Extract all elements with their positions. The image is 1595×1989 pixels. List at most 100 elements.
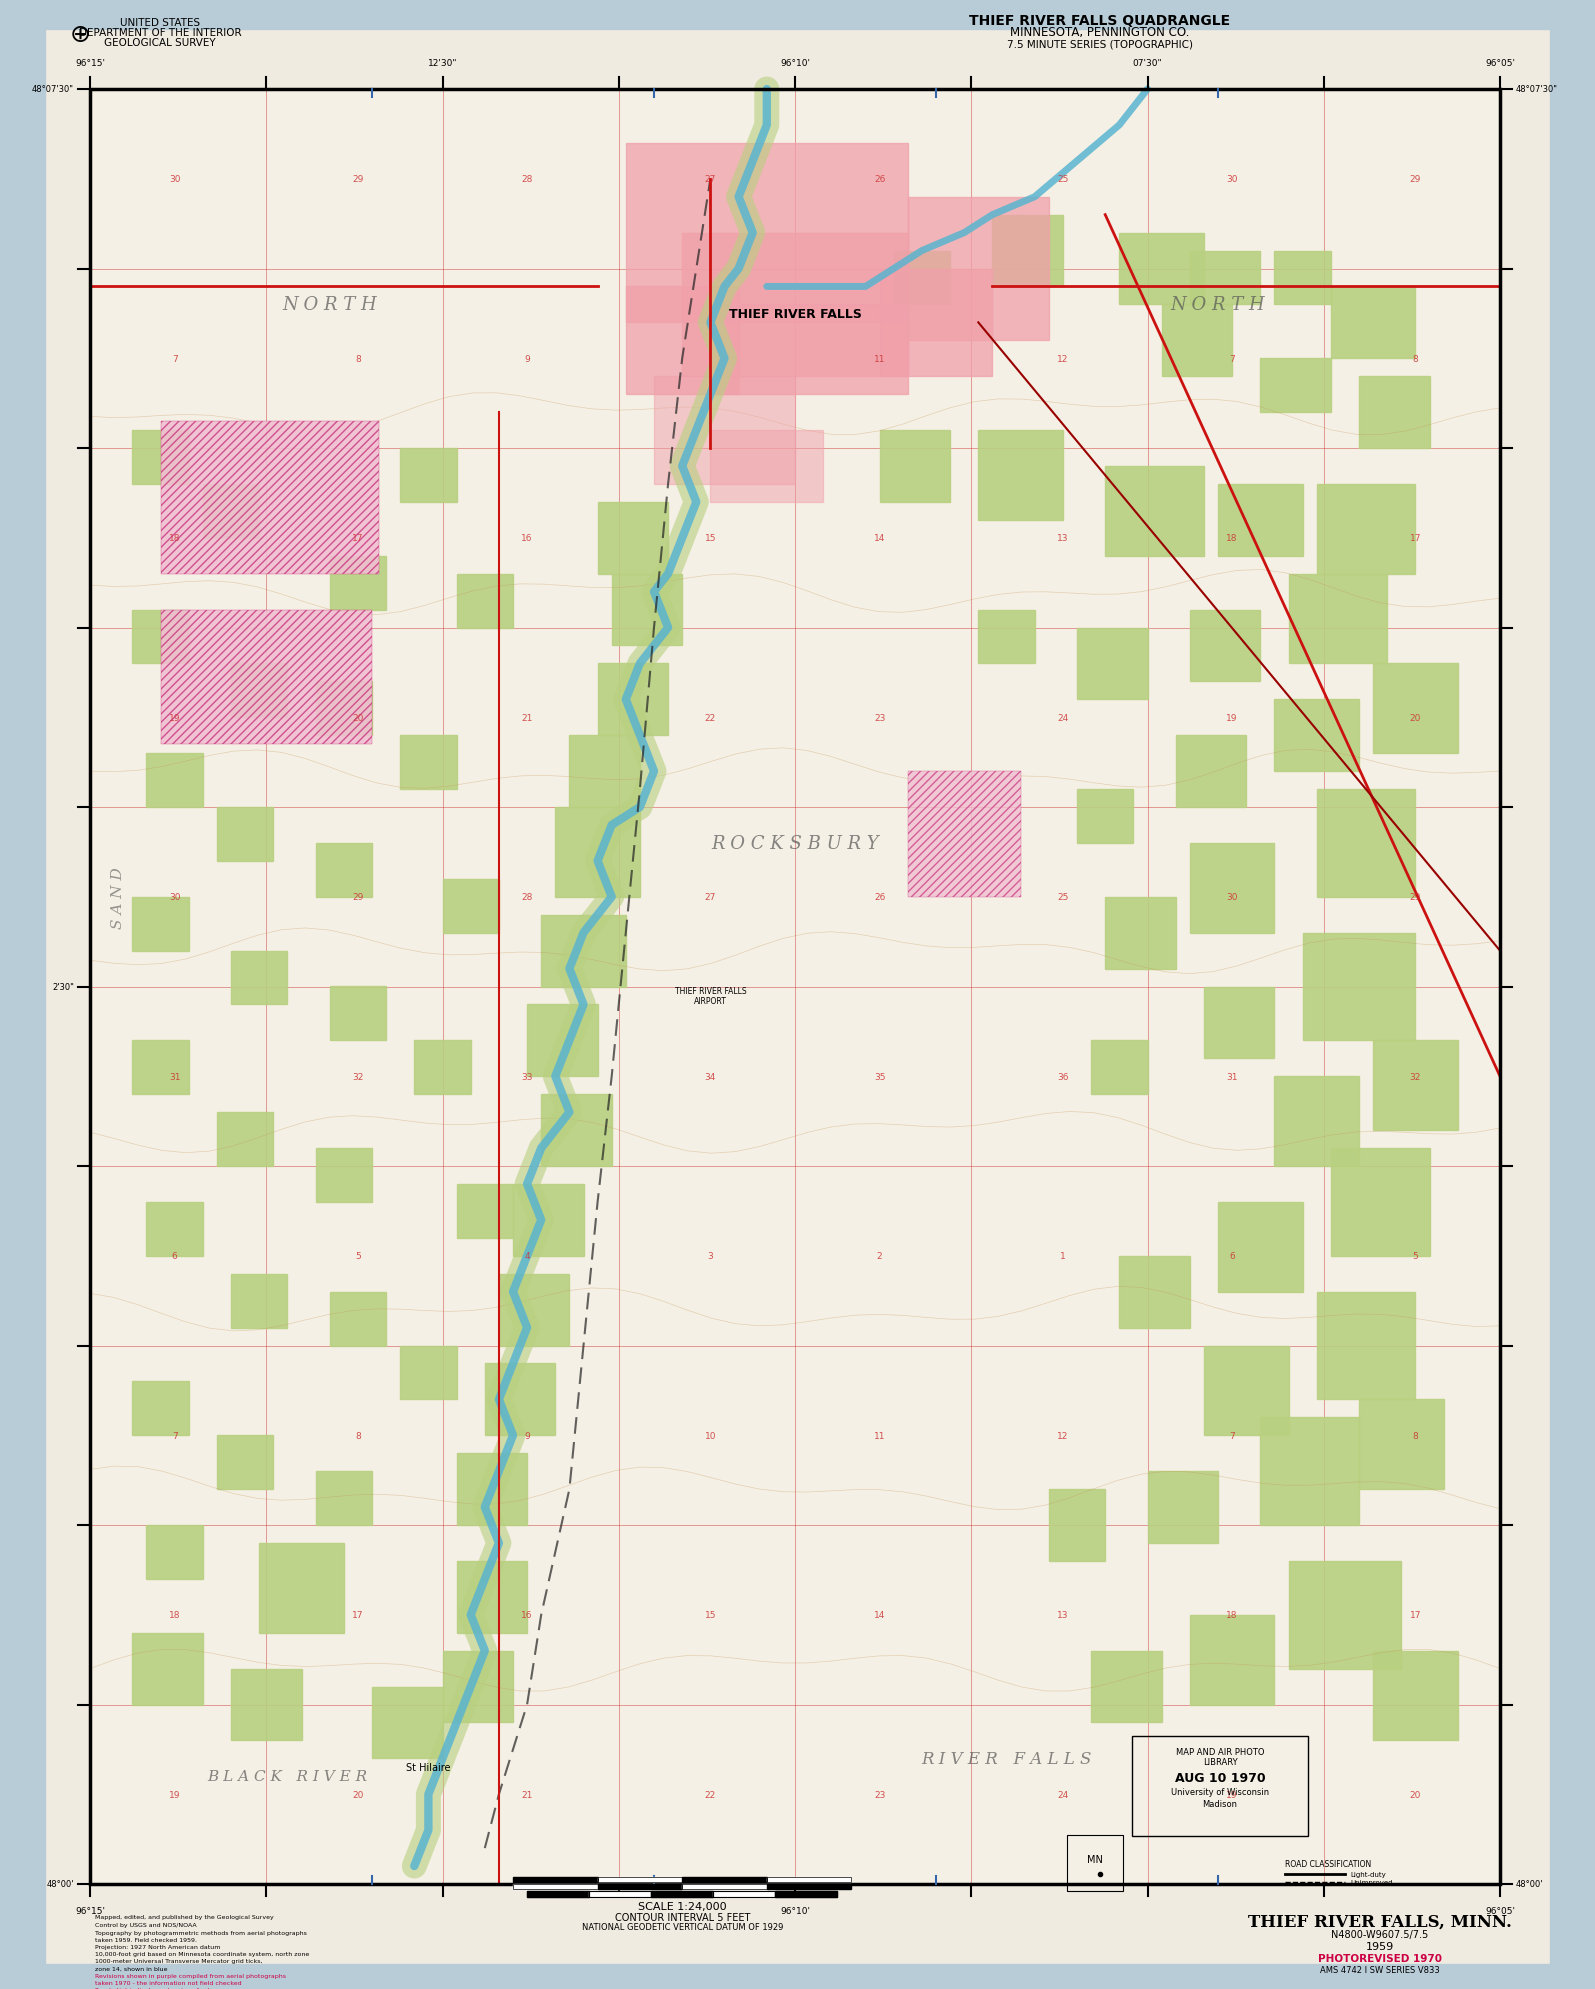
Bar (1317, 485, 1415, 575)
Text: 21: 21 (522, 714, 533, 722)
Bar (767, 1878, 852, 1882)
Text: 96°05': 96°05' (1485, 60, 1515, 68)
Bar (330, 557, 386, 611)
Text: 10: 10 (705, 1430, 716, 1440)
Text: 20: 20 (1410, 1790, 1421, 1798)
Text: N O R T H: N O R T H (282, 296, 376, 314)
Text: THIEF RIVER FALLS
AIRPORT: THIEF RIVER FALLS AIRPORT (675, 987, 746, 1006)
Bar (161, 422, 380, 575)
Text: 7: 7 (1230, 354, 1235, 364)
Text: 96°10': 96°10' (780, 1905, 810, 1915)
Bar (978, 432, 1062, 521)
Bar (499, 1275, 569, 1347)
Bar (1373, 664, 1458, 754)
Bar (775, 1892, 837, 1898)
Text: 9: 9 (525, 354, 530, 364)
Text: ⊕: ⊕ (70, 24, 91, 48)
Bar (598, 1884, 683, 1890)
Bar (908, 197, 1050, 342)
Text: 17: 17 (1410, 533, 1421, 543)
Text: 24: 24 (1057, 1790, 1069, 1798)
Text: 14: 14 (874, 533, 885, 543)
Bar (1091, 1651, 1161, 1722)
Text: 35: 35 (874, 1072, 885, 1082)
Text: 29: 29 (1410, 893, 1421, 901)
Text: 22: 22 (705, 1790, 716, 1798)
Text: University of Wisconsin: University of Wisconsin (1171, 1788, 1270, 1796)
Text: 27: 27 (705, 175, 716, 185)
Bar (514, 1884, 598, 1890)
Bar (625, 143, 908, 322)
Text: 19: 19 (169, 1790, 180, 1798)
Text: 30: 30 (169, 893, 180, 901)
Bar (992, 215, 1062, 286)
Text: LIBRARY: LIBRARY (1203, 1758, 1238, 1766)
Bar (710, 304, 908, 396)
Text: 23: 23 (874, 714, 885, 722)
Text: 10,000-foot grid based on Minnesota coordinate system, north zone: 10,000-foot grid based on Minnesota coor… (96, 1951, 309, 1957)
Bar (1373, 1040, 1458, 1130)
Bar (147, 1201, 203, 1257)
Text: 48°00': 48°00' (1515, 1880, 1544, 1888)
Text: 96°10': 96°10' (780, 60, 810, 68)
Text: 8: 8 (356, 1430, 360, 1440)
Text: 8: 8 (1413, 354, 1418, 364)
Text: 1959: 1959 (1365, 1941, 1394, 1951)
Text: AUG 10 1970: AUG 10 1970 (1174, 1772, 1265, 1784)
Text: taken 1959. Field checked 1959.: taken 1959. Field checked 1959. (96, 1937, 198, 1943)
Text: 8: 8 (356, 354, 360, 364)
Text: 30: 30 (169, 175, 180, 185)
Bar (541, 1094, 612, 1166)
Bar (713, 1892, 775, 1898)
Text: 34: 34 (705, 1072, 716, 1082)
Text: 1000-meter Universal Transverse Mercator grid ticks,: 1000-meter Universal Transverse Mercator… (96, 1959, 263, 1963)
Bar (217, 1112, 273, 1166)
Bar (514, 1878, 598, 1882)
Text: 8: 8 (1413, 1430, 1418, 1440)
Text: S A N D: S A N D (112, 867, 124, 929)
Bar (260, 1543, 345, 1633)
Text: 28: 28 (522, 175, 533, 185)
Text: R I V E R   F A L L S: R I V E R F A L L S (922, 1750, 1091, 1766)
Text: 4: 4 (525, 1251, 530, 1261)
Text: 12: 12 (1057, 354, 1069, 364)
Bar (456, 1183, 514, 1239)
Bar (400, 450, 456, 503)
Bar (132, 1382, 188, 1436)
Text: 5: 5 (1413, 1251, 1418, 1261)
Bar (330, 987, 386, 1040)
Text: AMS 4742 I SW SERIES V833: AMS 4742 I SW SERIES V833 (1321, 1965, 1440, 1975)
Bar (442, 1651, 514, 1722)
Bar (514, 1884, 598, 1890)
Bar (415, 1040, 471, 1094)
Bar (1359, 378, 1429, 450)
Bar (456, 1561, 526, 1633)
Text: 96°15': 96°15' (75, 60, 105, 68)
Text: N4800-W9607.5/7.5: N4800-W9607.5/7.5 (1332, 1929, 1429, 1939)
Text: 18: 18 (1227, 1611, 1238, 1619)
Text: PHOTOREVISED 1970: PHOTOREVISED 1970 (1317, 1953, 1442, 1963)
Text: Madison: Madison (1203, 1800, 1238, 1808)
Text: N O R T H: N O R T H (1171, 296, 1265, 314)
Bar (775, 1892, 837, 1898)
Text: 30: 30 (1227, 175, 1238, 185)
Text: 3: 3 (708, 1251, 713, 1261)
Text: THIEF RIVER FALLS, MINN.: THIEF RIVER FALLS, MINN. (1247, 1913, 1512, 1929)
Text: 22: 22 (705, 714, 716, 722)
Bar (908, 772, 1021, 897)
Text: MINNESOTA, PENNINGTON CO.: MINNESOTA, PENNINGTON CO. (1010, 26, 1190, 40)
Bar (1303, 933, 1415, 1040)
Text: 2: 2 (877, 1251, 882, 1261)
Text: 24: 24 (1057, 714, 1069, 722)
Text: 15: 15 (705, 1611, 716, 1619)
Text: 18: 18 (169, 1611, 180, 1619)
Bar (598, 664, 668, 736)
Bar (147, 754, 203, 808)
Text: Revisions shown in purple compiled from aerial photographs: Revisions shown in purple compiled from … (96, 1973, 286, 1979)
Text: 6: 6 (1230, 1251, 1235, 1261)
Text: DEPARTMENT OF THE INTERIOR: DEPARTMENT OF THE INTERIOR (78, 28, 241, 38)
Text: 20: 20 (1410, 714, 1421, 722)
Text: 18: 18 (169, 533, 180, 543)
Text: THIEF RIVER FALLS QUADRANGLE: THIEF RIVER FALLS QUADRANGLE (970, 14, 1231, 28)
Text: 6: 6 (172, 1251, 177, 1261)
